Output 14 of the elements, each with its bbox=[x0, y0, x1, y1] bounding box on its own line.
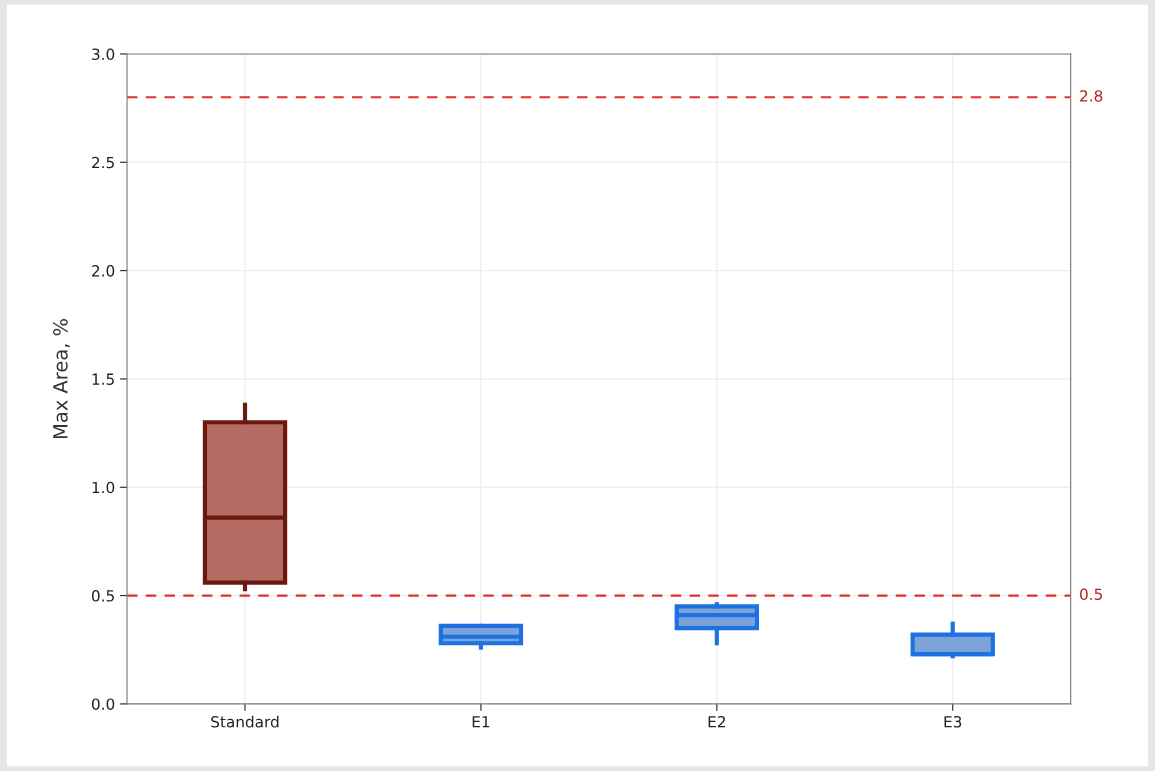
y-tick-label: 0.0 bbox=[91, 698, 115, 710]
y-tick-label: 2.5 bbox=[92, 156, 114, 169]
y-tick-label: 1.0 bbox=[92, 481, 115, 494]
y-tick-label: 2.0 bbox=[92, 265, 115, 277]
y-tick-label: 1.5 bbox=[92, 373, 114, 385]
y-axis-title: Max Area, % bbox=[53, 319, 70, 439]
ref-line-label: 0.5 bbox=[1080, 588, 1102, 601]
x-tick-label: E2 bbox=[708, 716, 725, 728]
x-tick-label: E1 bbox=[472, 716, 490, 728]
y-tick-label: 3.0 bbox=[92, 48, 115, 60]
x-tick-label: Standard bbox=[211, 715, 279, 728]
y-tick-label: 0.5 bbox=[91, 590, 114, 602]
x-tick-label: E3 bbox=[944, 716, 962, 728]
ref-line-label: 2.8 bbox=[1080, 90, 1103, 102]
